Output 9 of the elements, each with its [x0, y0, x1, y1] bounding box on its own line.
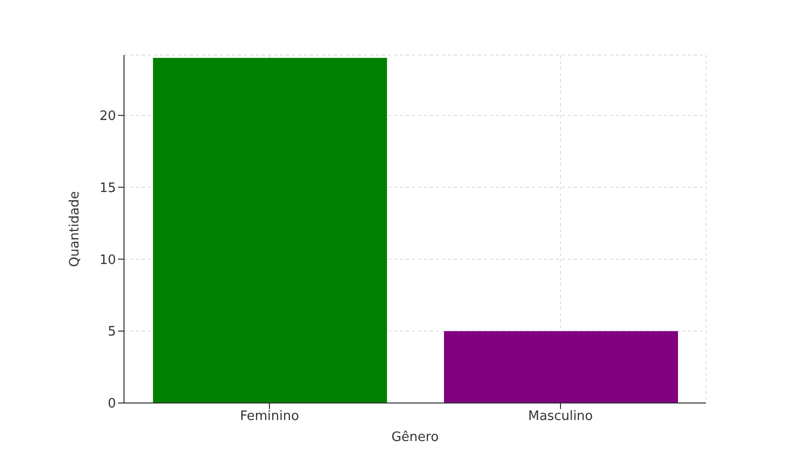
y-axis-title: Quantidade [68, 191, 83, 267]
y-tick-label: 5 [108, 324, 116, 340]
y-tick-label: 15 [99, 180, 116, 196]
x-axis-title: Gênero [391, 430, 439, 445]
y-tick-label: 10 [99, 252, 116, 268]
y-tick-label: 20 [99, 109, 116, 124]
x-tick-label: Feminino [240, 409, 300, 424]
y-tick-label: 0 [108, 396, 116, 412]
x-tick-label: Masculino [528, 409, 593, 424]
